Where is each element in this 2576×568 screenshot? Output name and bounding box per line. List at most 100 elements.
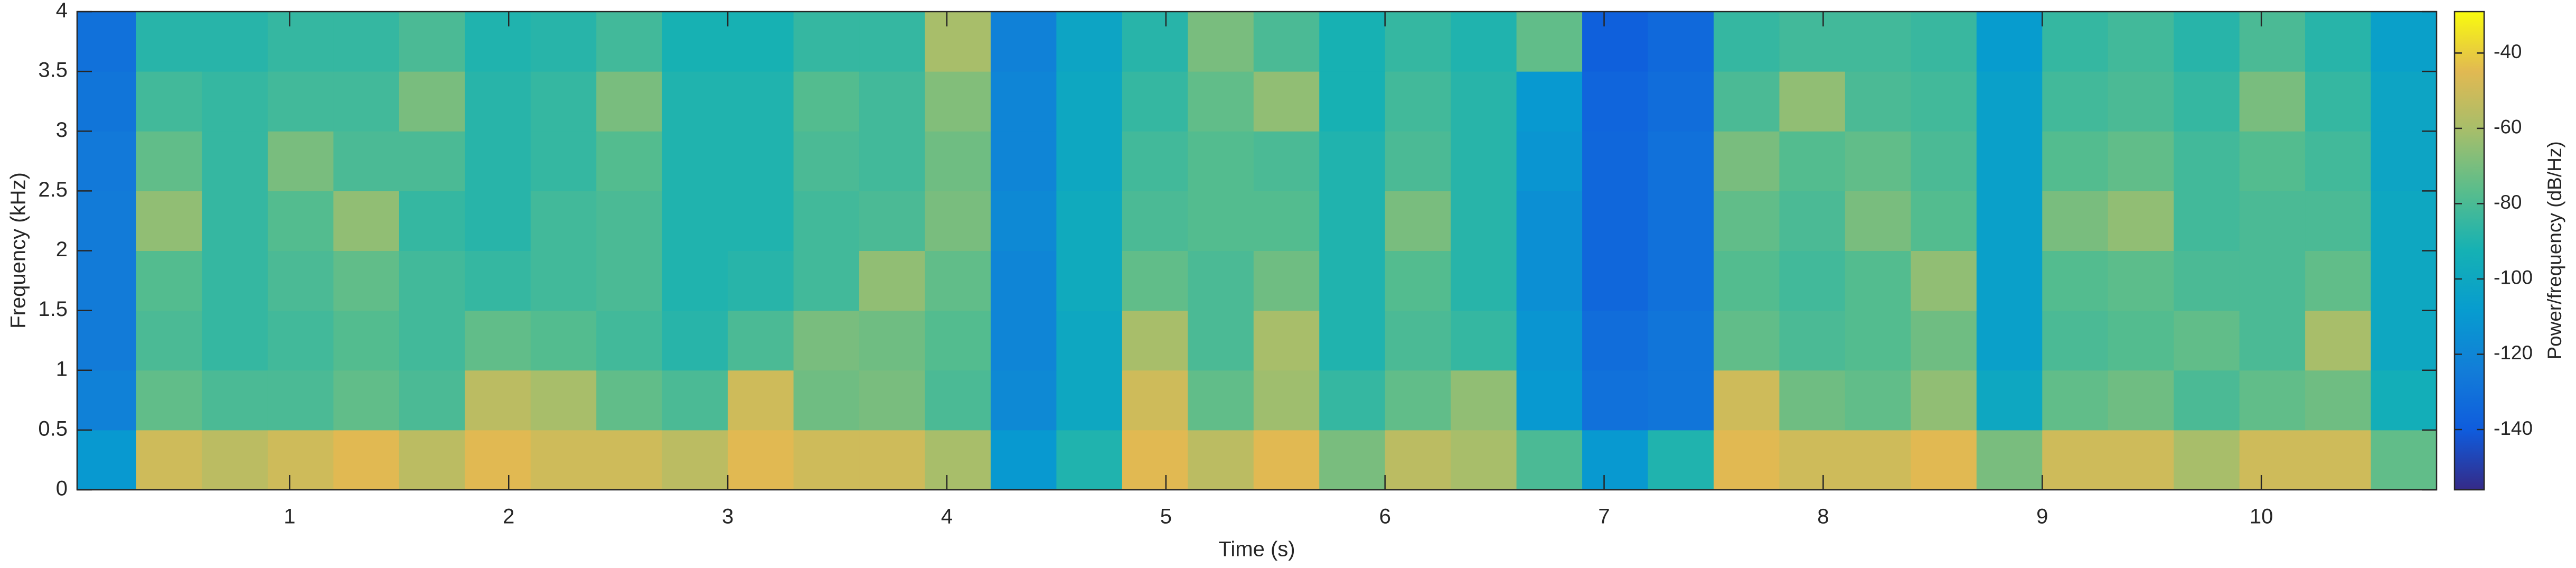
cell — [1779, 71, 1846, 132]
cell — [77, 250, 137, 311]
cell — [2371, 430, 2437, 490]
cell — [596, 310, 663, 371]
cell — [793, 191, 860, 251]
cell — [2371, 370, 2437, 431]
cell — [728, 71, 794, 132]
cell — [2305, 131, 2372, 191]
cell — [465, 131, 531, 191]
cell — [333, 430, 400, 490]
cell — [859, 191, 925, 251]
cell — [1516, 191, 1583, 251]
cell — [1385, 310, 1451, 371]
cell — [793, 71, 860, 132]
cell — [2042, 430, 2109, 490]
cell — [925, 12, 991, 72]
cell — [202, 131, 268, 191]
colorbar-tick-label: -120 — [2494, 342, 2533, 364]
cell — [530, 191, 597, 251]
cell — [1122, 191, 1188, 251]
cell — [1911, 12, 1977, 72]
cell — [1319, 12, 1386, 72]
cell — [2305, 250, 2372, 311]
cell — [793, 250, 860, 311]
y-axis-label: Frequency (kHz) — [7, 172, 30, 329]
cell — [333, 191, 400, 251]
cell — [2108, 12, 2174, 72]
cell — [1976, 370, 2043, 431]
cell — [662, 191, 728, 251]
cell — [1845, 191, 1911, 251]
cell — [1253, 370, 1320, 431]
cell — [1582, 131, 1649, 191]
cell — [990, 191, 1057, 251]
cell — [793, 131, 860, 191]
cell — [1582, 310, 1649, 371]
cell — [1779, 250, 1846, 311]
cell — [1648, 310, 1714, 371]
cell — [1451, 191, 1517, 251]
cell — [77, 370, 137, 431]
cell — [1056, 250, 1123, 311]
cell — [2305, 191, 2372, 251]
cell — [1976, 310, 2043, 371]
cell — [267, 430, 334, 490]
cell — [530, 131, 597, 191]
cell — [1385, 370, 1451, 431]
cell — [2174, 250, 2240, 311]
cell — [267, 131, 334, 191]
cell — [1911, 71, 1977, 132]
cell — [333, 12, 400, 72]
cell — [793, 430, 860, 490]
cell — [136, 430, 202, 490]
cell — [465, 12, 531, 72]
cell — [1319, 250, 1386, 311]
cell — [1582, 250, 1649, 311]
cell — [136, 370, 202, 431]
cell — [2108, 131, 2174, 191]
x-tick-label: 9 — [2036, 505, 2048, 528]
cell — [1385, 131, 1451, 191]
cell — [1385, 250, 1451, 311]
cell — [1911, 430, 1977, 490]
cell — [2371, 250, 2437, 311]
cell — [202, 12, 268, 72]
cell — [1188, 131, 1254, 191]
cell — [859, 131, 925, 191]
cell — [1451, 250, 1517, 311]
cell — [2239, 370, 2306, 431]
cell — [136, 131, 202, 191]
cell — [2108, 370, 2174, 431]
cell — [2174, 370, 2240, 431]
cell — [662, 131, 728, 191]
cell — [399, 310, 465, 371]
cell — [1056, 310, 1123, 371]
cell — [596, 191, 663, 251]
cell — [1451, 12, 1517, 72]
cell — [990, 12, 1057, 72]
cell — [1385, 12, 1451, 72]
x-tick-label: 5 — [1160, 505, 1172, 528]
cell — [202, 310, 268, 371]
cell — [202, 71, 268, 132]
cell — [267, 370, 334, 431]
cell — [2108, 250, 2174, 311]
cell — [1713, 310, 1780, 371]
cell — [662, 12, 728, 72]
cell — [2174, 430, 2240, 490]
cell — [728, 310, 794, 371]
cell — [77, 71, 137, 132]
cell — [925, 310, 991, 371]
cell — [1516, 370, 1583, 431]
cell — [1188, 191, 1254, 251]
cell — [77, 12, 137, 72]
cell — [728, 191, 794, 251]
cell — [1713, 71, 1780, 132]
cell — [1056, 191, 1123, 251]
cell — [1516, 131, 1583, 191]
cell — [1582, 370, 1649, 431]
cell — [859, 71, 925, 132]
cell — [1253, 430, 1320, 490]
cell — [1976, 191, 2043, 251]
cell — [1911, 131, 1977, 191]
cell — [2042, 12, 2109, 72]
